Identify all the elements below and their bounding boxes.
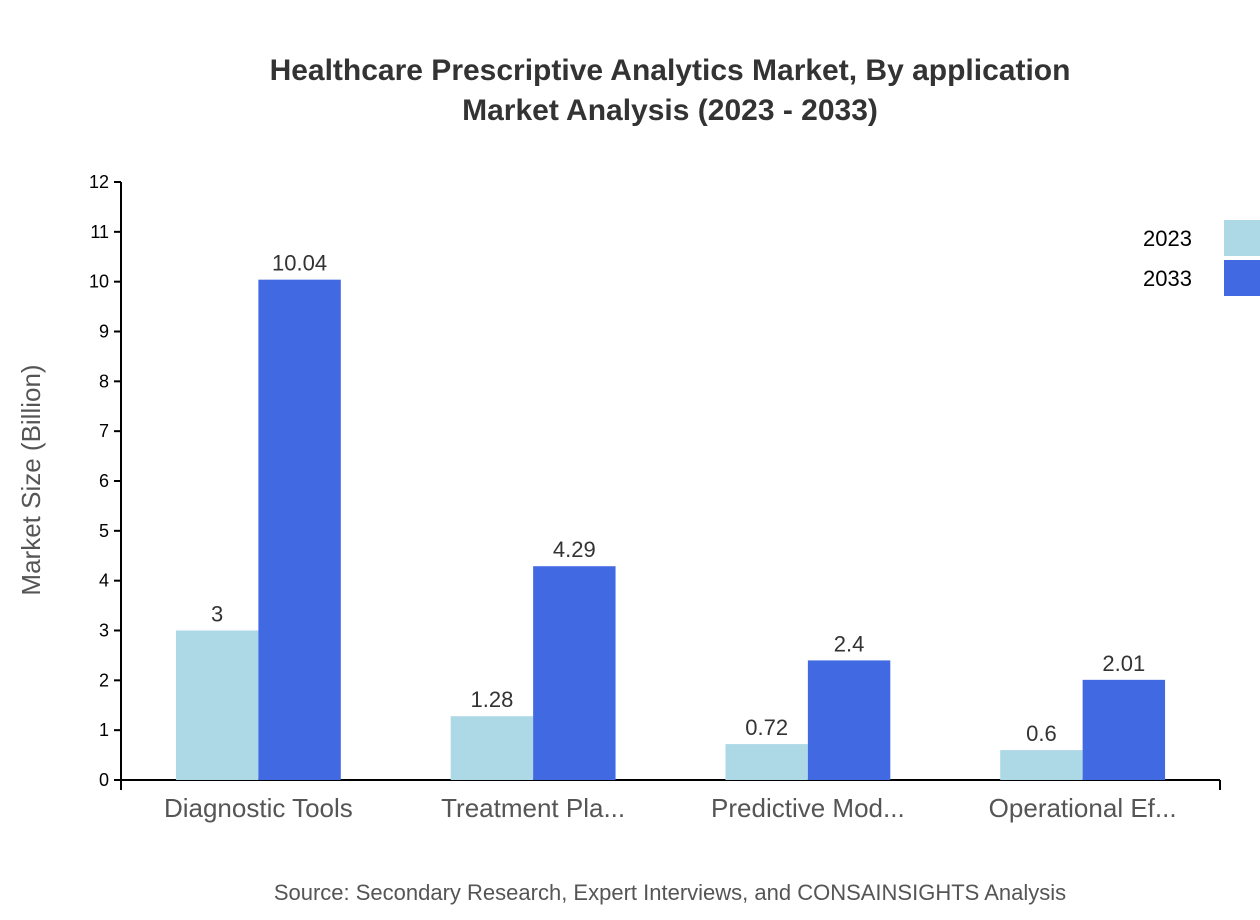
bar-value-label: 1.28 (470, 687, 513, 712)
bar-value-label: 3 (211, 602, 223, 627)
bar-2023 (175, 630, 259, 780)
y-tick-label: 6 (99, 471, 109, 491)
legend-label: 2023 (1143, 226, 1192, 251)
y-tick-label: 2 (99, 670, 109, 690)
legend-swatch-2023 (1224, 220, 1260, 256)
y-tick-label: 3 (99, 621, 109, 641)
y-tick-label: 1 (99, 720, 109, 740)
bar-2023 (1000, 750, 1083, 780)
bar-2033 (533, 566, 616, 780)
legend-label: 2033 (1143, 266, 1192, 291)
bar-value-label: 10.04 (272, 251, 327, 276)
bar-2023 (725, 744, 808, 780)
bar-value-label: 0.72 (745, 715, 788, 740)
bar-value-label: 2.01 (1102, 651, 1145, 676)
y-tick-label: 7 (99, 421, 109, 441)
y-tick-label: 9 (99, 322, 109, 342)
legend-swatch-2033 (1224, 260, 1260, 296)
x-tick-label: Predictive Mod... (711, 793, 905, 823)
bar-2033 (1082, 679, 1166, 780)
x-tick-label: Treatment Pla... (441, 793, 625, 823)
y-tick-label: 11 (90, 222, 109, 242)
y-tick-label: 5 (99, 521, 109, 541)
bar-2023 (450, 716, 534, 780)
y-axis-label: Market Size (Billion) (16, 364, 46, 595)
chart-subtitle: Market Analysis (2023 - 2033) (462, 94, 878, 127)
y-tick-label: 12 (89, 172, 109, 192)
bar-2033 (258, 279, 341, 780)
chart-title: Healthcare Prescriptive Analytics Market… (270, 54, 1071, 87)
source-note: Source: Secondary Research, Expert Inter… (274, 880, 1066, 905)
y-tick-label: 8 (99, 371, 109, 391)
x-tick-label: Operational Ef... (989, 793, 1177, 823)
x-tick-label: Diagnostic Tools (164, 793, 353, 823)
bar-value-label: 4.29 (553, 537, 596, 562)
y-tick-label: 4 (99, 571, 109, 591)
y-tick-label: 0 (99, 770, 109, 790)
y-tick-label: 10 (89, 272, 109, 292)
bar-value-label: 2.4 (834, 631, 865, 656)
bar-2033 (807, 660, 891, 780)
bar-value-label: 0.6 (1026, 721, 1057, 746)
